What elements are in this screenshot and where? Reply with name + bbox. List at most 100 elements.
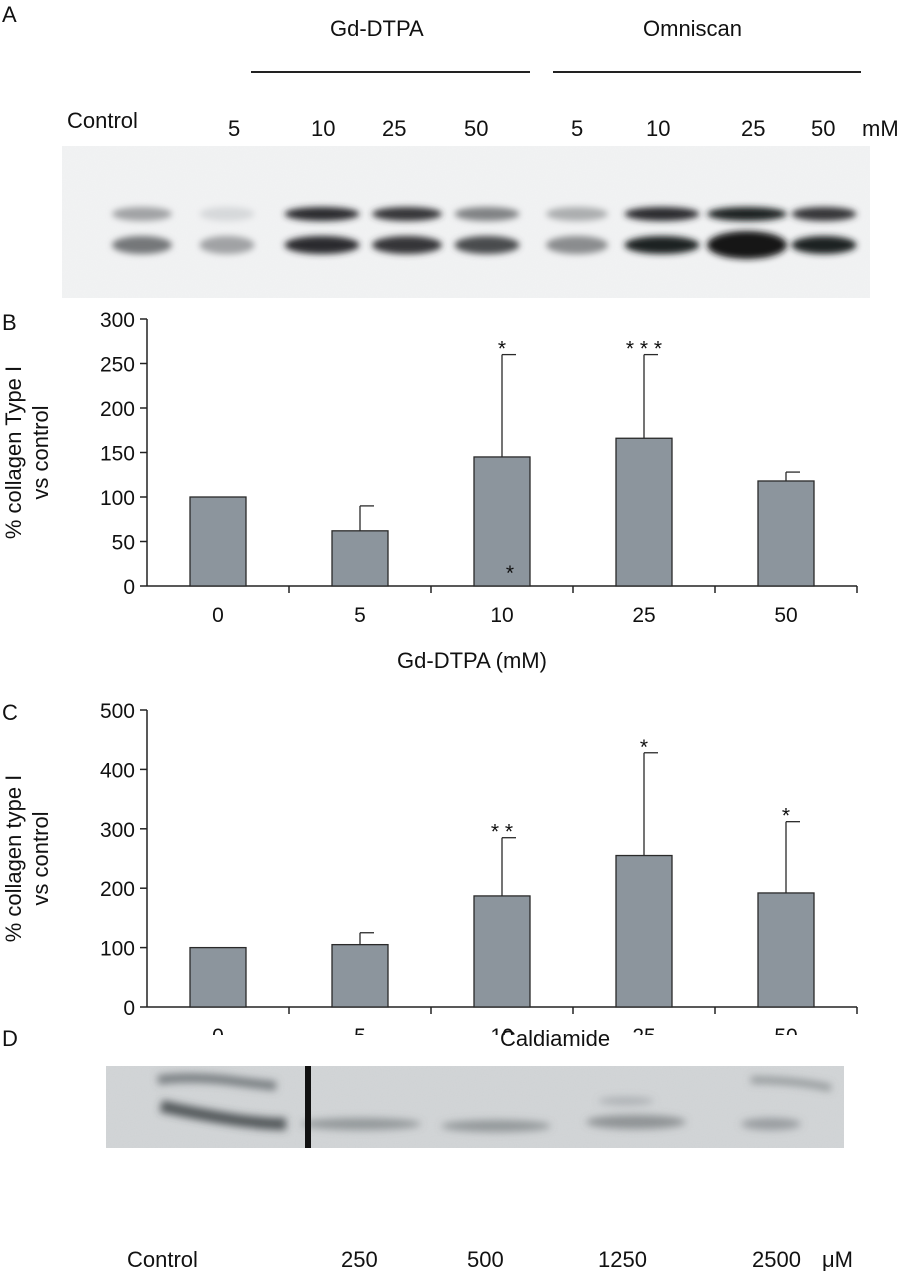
blot-d-lane-label: 2500 [752,1247,801,1272]
blot-a-upper-band [372,207,442,221]
x-tick-label: 50 [774,604,797,627]
blot-a-lane-label: 50 [464,116,489,141]
blot-d-band [441,1120,551,1132]
bar [615,854,673,1008]
y-tick-label: 300 [100,309,135,332]
x-tick-label: 10 [490,1025,513,1035]
western-blot-a [62,146,870,298]
blot-d-band [598,1097,654,1105]
y-tick-label: 100 [100,487,135,510]
gd-dtpa-group-line [251,71,530,73]
x-tick-label: 25 [632,604,655,627]
blot-d-lane-label: 250 [341,1247,378,1272]
x-tick-label: 0 [212,604,224,627]
blot-a-lower-band [284,236,360,254]
blot-a-lower-band [546,236,608,254]
blot-a-upper-band [707,207,787,221]
gd-dtpa-group-label: Gd-DTPA [330,16,424,41]
blot-a-lower-band [199,236,255,254]
blot-a-lower-band [707,231,787,259]
blot-a-upper-band [454,207,520,221]
bar [189,496,247,587]
y-tick-label: 250 [100,354,135,377]
blot-a-lane-label: 10 [311,116,336,141]
omniscan-group-label: Omniscan [643,16,743,41]
significance-marker: * [506,562,514,585]
y-tick-label: 400 [100,759,135,782]
significance-marker: * [640,736,648,759]
bar [757,892,815,1008]
blot-a-unit-label: mM [862,116,899,141]
y-tick-label: 500 [100,700,135,723]
panel-c-letter: C [2,700,18,725]
y-tick-label: 0 [123,576,135,599]
bar [473,456,531,587]
blot-a-lane-label: 25 [382,116,407,141]
panel-a-letter: A [2,2,17,27]
blot-a-lower-band [372,236,442,254]
omniscan-group-line [553,71,861,73]
chart-c-omniscan: C 01002003004005000510* *25*50*Omniscan … [1,700,858,1035]
blot-d-lane-label: 500 [467,1247,504,1272]
blot-a-lower-band [454,236,520,254]
blot-a-lane-label: 5 [228,116,241,141]
y-tick-label: 0 [123,997,135,1020]
significance-marker: * [782,805,790,828]
blot-a-upper-band [284,207,360,221]
significance-marker: * * [491,821,513,844]
panel-b-letter: B [2,310,17,335]
y-tick-label: 200 [100,878,135,901]
blot-a-upper-band [112,207,172,221]
blot-d-control-upper-band [157,1073,277,1091]
bar [615,437,673,587]
y-axis-title-line: % collagen Type I [1,366,26,539]
blot-a-lane-label: 5 [571,116,584,141]
blot-a-upper-band [546,207,608,221]
y-tick-label: 100 [100,938,135,961]
blot-a-lower-band [112,236,172,254]
blot-a-upper-band [199,207,255,221]
bar [473,895,531,1008]
blot-d-lane-label: 1250 [598,1247,647,1272]
blot-a-control-label: Control [67,108,138,133]
blot-a-lower-band [624,236,700,254]
x-axis-title: Gd-DTPA (mM) [397,648,547,673]
blot-a-upper-band [791,207,857,221]
blot-d-control-label: Control [127,1247,198,1272]
bar [189,946,247,1008]
western-blot-d [106,1066,844,1148]
y-tick-label: 200 [100,398,135,421]
blot-d-band [301,1118,421,1130]
x-tick-label: 10 [490,604,513,627]
y-axis-title-line: vs control [28,405,53,499]
blot-d-control-lower-band [159,1100,287,1130]
blot-a-lane-label: 10 [646,116,671,141]
panel-d-letter: D [2,1026,18,1051]
significance-marker: * * * [626,338,662,361]
y-tick-label: 50 [112,532,135,555]
blot-d-divider [305,1066,311,1148]
y-tick-label: 300 [100,819,135,842]
blot-d-band [741,1118,801,1130]
bar [331,530,389,587]
blot-d-band [586,1115,686,1129]
x-tick-label: 25 [632,1025,655,1035]
x-tick-label: 50 [774,1025,797,1035]
blot-d-band [750,1076,832,1092]
y-tick-label: 150 [100,443,135,466]
blot-a-lane-label: 50 [811,116,836,141]
y-axis-title: % collagen Type Ivs control [1,366,53,539]
blot-a-lower-band [791,236,857,254]
blot-d-unit-label: μM [822,1247,854,1272]
blot-a-lane-label: 25 [741,116,766,141]
x-tick-label: 5 [354,1025,366,1035]
y-axis-title-line: vs control [28,811,53,905]
y-axis-title: % collagen type Ivs control [1,775,53,943]
caldiamide-group-label: Caldiamide [500,1026,611,1051]
bar [331,943,389,1008]
x-tick-label: 0 [212,1025,224,1035]
y-axis-title-line: % collagen type I [1,775,26,943]
chart-b-gd-dtpa: B 0 50 100 150 200 250 300 0 5 10 * * 25 * * * 50 Gd-DT… [1,309,858,673]
blot-a-upper-band [624,207,700,221]
bar [757,480,815,587]
